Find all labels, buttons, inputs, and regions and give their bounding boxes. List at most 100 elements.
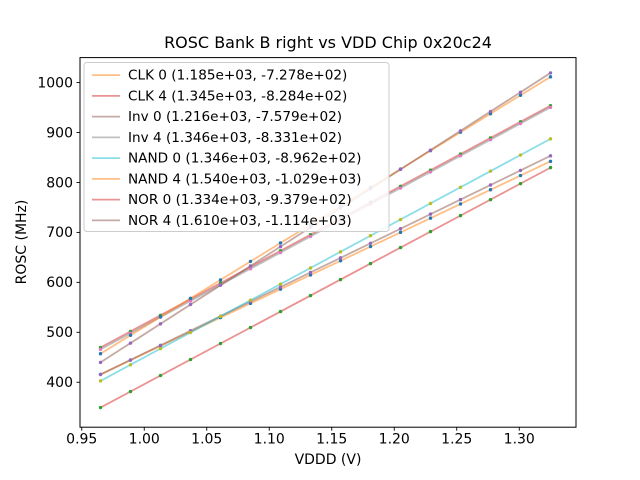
data-point <box>158 343 163 348</box>
data-point <box>278 250 283 255</box>
data-point <box>488 137 493 142</box>
data-point <box>98 352 103 356</box>
data-point <box>368 244 373 249</box>
data-point <box>218 283 223 287</box>
legend-label: Inv 0 (1.216e+03, -7.579e+02) <box>128 109 342 125</box>
data-point <box>428 229 433 234</box>
y-tick-label: 800 <box>46 175 73 191</box>
data-point <box>158 346 163 351</box>
data-point <box>278 282 283 286</box>
data-point <box>98 405 103 410</box>
data-point <box>158 322 163 326</box>
data-point <box>128 389 133 394</box>
data-point <box>398 230 403 235</box>
data-point <box>518 168 523 173</box>
data-point <box>398 186 403 190</box>
legend-row: CLK 0 (1.185e+03, -7.278e+02) <box>92 68 347 84</box>
data-point <box>488 183 493 187</box>
data-point <box>338 256 343 260</box>
data-point <box>548 71 553 75</box>
data-point <box>248 325 253 330</box>
data-point <box>278 285 283 289</box>
x-tick-label: 1.15 <box>316 432 347 448</box>
y-tick-label: 1000 <box>37 75 73 91</box>
data-point <box>158 373 163 378</box>
data-point <box>188 299 193 303</box>
data-point <box>428 201 433 206</box>
legend: CLK 0 (1.185e+03, -7.278e+02) CLK 4 (1.34… <box>83 62 390 232</box>
data-point <box>128 341 133 345</box>
data-point <box>548 154 553 158</box>
data-point <box>98 372 103 377</box>
data-point <box>218 278 223 282</box>
data-point <box>368 241 373 245</box>
legend-label: NAND 4 (1.540e+03, -1.029e+03) <box>128 171 361 187</box>
data-point <box>128 358 133 362</box>
data-point <box>458 185 463 190</box>
y-tick-label: 500 <box>46 325 73 341</box>
data-point <box>548 159 553 164</box>
data-point <box>188 330 193 335</box>
data-point <box>98 347 103 352</box>
legend-label: NOR 4 (1.610e+03, -1.114e+03) <box>128 213 352 229</box>
data-point <box>308 270 313 275</box>
data-point <box>308 273 313 277</box>
data-point <box>518 121 523 126</box>
data-point <box>458 202 463 206</box>
data-point <box>248 259 253 264</box>
legend-box <box>83 62 390 232</box>
data-point <box>248 267 253 271</box>
x-tick-label: 1.30 <box>504 432 535 448</box>
series-nor-0 <box>98 165 553 410</box>
data-point <box>458 154 463 158</box>
data-point <box>398 227 403 231</box>
data-point <box>518 90 523 94</box>
data-point <box>278 309 283 314</box>
data-point <box>218 341 223 346</box>
legend-label: NAND 0 (1.346e+03, -8.962e+02) <box>128 151 361 167</box>
data-point <box>458 197 463 202</box>
x-tick-label: 1.10 <box>254 432 285 448</box>
legend-label: NOR 0 (1.334e+03, -9.379e+02) <box>128 192 352 208</box>
y-axis-label: ROSC (MHz) <box>14 200 30 285</box>
x-axis-ticks: 0.95 1.00 1.05 1.10 1.15 1.20 1.25 1.30 <box>66 427 535 448</box>
fit-line <box>99 166 552 409</box>
data-point <box>158 315 163 319</box>
data-point <box>428 170 433 174</box>
legend-row: NOR 0 (1.334e+03, -9.379e+02) <box>92 192 352 208</box>
data-point <box>428 216 433 220</box>
data-point <box>278 241 283 245</box>
x-tick-label: 1.20 <box>379 432 410 448</box>
data-point <box>308 266 313 270</box>
data-point <box>488 197 493 202</box>
data-point <box>488 109 493 114</box>
fit-line <box>99 137 552 382</box>
legend-label: CLK 4 (1.345e+03, -8.284e+02) <box>128 88 347 104</box>
data-point <box>518 153 523 157</box>
axes-frame <box>79 57 577 428</box>
data-point <box>398 217 403 222</box>
x-tick-label: 1.00 <box>129 432 160 448</box>
data-point <box>188 357 193 362</box>
legend-row: NAND 4 (1.540e+03, -1.029e+03) <box>92 171 361 187</box>
data-point <box>218 314 223 319</box>
data-point <box>548 75 553 79</box>
y-axis-ticks: 400 500 600 700 800 900 1000 <box>37 75 80 391</box>
data-point <box>488 169 493 173</box>
data-point <box>128 333 133 337</box>
x-tick-label: 0.95 <box>66 432 97 448</box>
legend-row: NOR 4 (1.610e+03, -1.114e+03) <box>92 213 352 229</box>
data-point <box>338 250 343 254</box>
data-point <box>458 213 463 218</box>
x-tick-label: 1.25 <box>441 432 472 448</box>
data-point <box>188 296 193 301</box>
fit-line <box>99 154 552 376</box>
chart-title: ROSC Bank B right vs VDD Chip 0x20c24 <box>164 33 492 52</box>
x-tick-label: 1.05 <box>191 432 222 448</box>
y-tick-label: 600 <box>46 275 73 291</box>
data-point <box>548 165 553 170</box>
data-point <box>278 244 283 249</box>
data-point <box>248 298 253 302</box>
y-tick-label: 900 <box>46 125 73 141</box>
